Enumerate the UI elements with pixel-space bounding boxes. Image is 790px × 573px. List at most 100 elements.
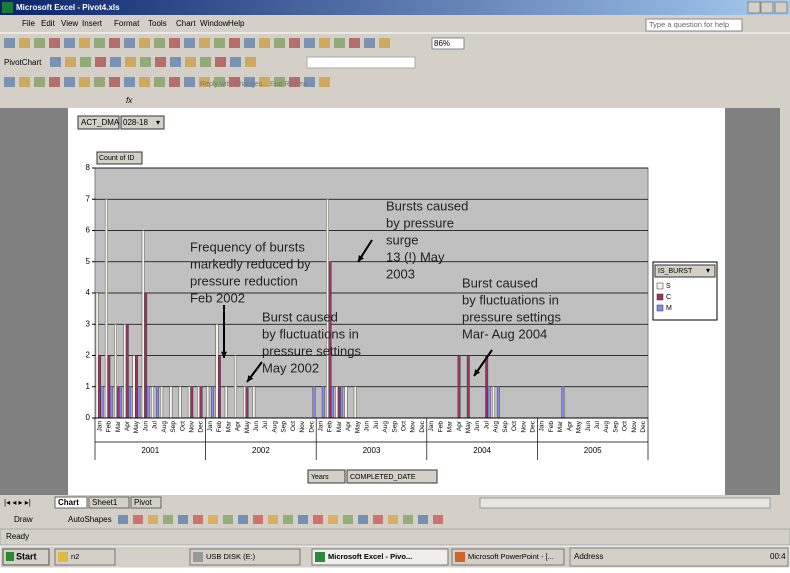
toolbar-button[interactable] [214,77,225,87]
toolbar-button[interactable] [19,77,30,87]
toolbar-button[interactable] [259,77,270,87]
toolbar-button[interactable] [170,57,181,67]
toolbar-button[interactable] [65,57,76,67]
drawing-tool[interactable]: AutoShapes [68,515,112,524]
toolbar-button[interactable] [64,38,75,48]
data-field-button[interactable] [96,151,143,165]
toolbar-button[interactable] [4,77,15,87]
close-button[interactable] [774,1,788,14]
toolbar-button[interactable] [304,77,315,87]
toolbar-button[interactable] [214,38,225,48]
toolbar-button[interactable] [230,57,241,67]
toolbar-button[interactable] [79,77,90,87]
toolbar-button[interactable] [274,38,285,48]
drawing-icon[interactable] [403,515,413,524]
toolbar-button[interactable] [334,38,345,48]
drawing-icon[interactable] [223,515,233,524]
drawing-icon[interactable] [358,515,368,524]
drawing-icon[interactable] [178,515,188,524]
menu-item[interactable]: Tools [148,19,167,28]
toolbar-button[interactable] [64,77,75,87]
drawing-icon[interactable] [433,515,443,524]
toolbar-button[interactable] [259,38,270,48]
sheet-tab[interactable] [54,496,88,509]
toolbar-button[interactable] [185,57,196,67]
drawing-icon[interactable] [388,515,398,524]
minimize-button[interactable] [747,1,761,14]
toolbar-button[interactable] [154,38,165,48]
drawing-icon[interactable] [373,515,383,524]
drawing-icon[interactable] [313,515,323,524]
toolbar-button[interactable] [49,38,60,48]
toolbar-button[interactable] [109,38,120,48]
toolbar-button[interactable] [139,38,150,48]
menu-item[interactable]: Insert [82,19,103,28]
toolbar-button[interactable] [124,77,135,87]
toolbar-button[interactable] [4,38,15,48]
toolbar-button[interactable] [125,57,136,67]
toolbar-button[interactable] [94,77,105,87]
drawing-icon[interactable] [343,515,353,524]
toolbar-button[interactable] [319,77,330,87]
toolbar-button[interactable] [364,38,375,48]
drawing-icon[interactable] [148,515,158,524]
toolbar-button[interactable] [124,38,135,48]
drawing-icon[interactable] [238,515,248,524]
taskbar-item[interactable] [189,548,301,566]
help-box[interactable] [645,18,743,32]
menu-item[interactable]: Format [114,19,140,28]
toolbar-button[interactable] [289,38,300,48]
toolbar-button[interactable] [229,38,240,48]
toolbar-button[interactable] [140,57,151,67]
sheet-tab[interactable] [130,496,162,509]
menu-item[interactable]: Chart [176,19,196,28]
menu-item[interactable]: View [61,19,78,28]
toolbar-button[interactable] [199,77,210,87]
drawing-tool[interactable]: Draw [14,515,33,524]
taskbar-item[interactable] [54,548,116,566]
taskbar-item[interactable] [451,548,565,566]
restore-button[interactable] [760,1,774,14]
toolbar-button[interactable] [50,57,61,67]
toolbar-button[interactable] [139,77,150,87]
toolbar-button[interactable] [349,38,360,48]
toolbar-button[interactable] [199,38,210,48]
sheet-tab[interactable] [88,496,130,509]
drawing-icon[interactable] [253,515,263,524]
drawing-icon[interactable] [298,515,308,524]
toolbar-button[interactable] [95,57,106,67]
drawing-icon[interactable] [133,515,143,524]
toolbar-button[interactable] [110,57,121,67]
toolbar-button[interactable] [229,77,240,87]
drawing-icon[interactable] [418,515,428,524]
toolbar-button[interactable] [319,38,330,48]
toolbar-button[interactable] [80,57,91,67]
toolbar-button[interactable] [169,38,180,48]
toolbar-button[interactable] [79,38,90,48]
drawing-icon[interactable] [268,515,278,524]
toolbar-button[interactable] [200,57,211,67]
font-box[interactable] [306,56,416,69]
toolbar-button[interactable] [109,77,120,87]
toolbar-button[interactable] [34,77,45,87]
review-toolbar[interactable]: Reply with Changes... End Review... [200,81,313,88]
start-button[interactable] [2,548,50,566]
menu-item[interactable]: File [22,19,35,28]
taskbar-item[interactable] [311,548,449,566]
toolbar-button[interactable] [244,38,255,48]
menu-item[interactable]: Help [228,19,245,28]
toolbar-button[interactable] [245,57,256,67]
row-field-button[interactable] [307,469,346,484]
page-field-value[interactable] [120,115,165,130]
toolbar-button[interactable] [289,77,300,87]
menu-item[interactable]: Edit [41,19,56,28]
drawing-icon[interactable] [283,515,293,524]
toolbar-button[interactable] [19,38,30,48]
pivot-toolbar[interactable]: PivotChart [4,58,42,67]
drawing-icon[interactable] [328,515,338,524]
drawing-icon[interactable] [193,515,203,524]
drawing-icon[interactable] [163,515,173,524]
toolbar-button[interactable] [379,38,390,48]
toolbar-button[interactable] [304,38,315,48]
toolbar-button[interactable] [184,38,195,48]
